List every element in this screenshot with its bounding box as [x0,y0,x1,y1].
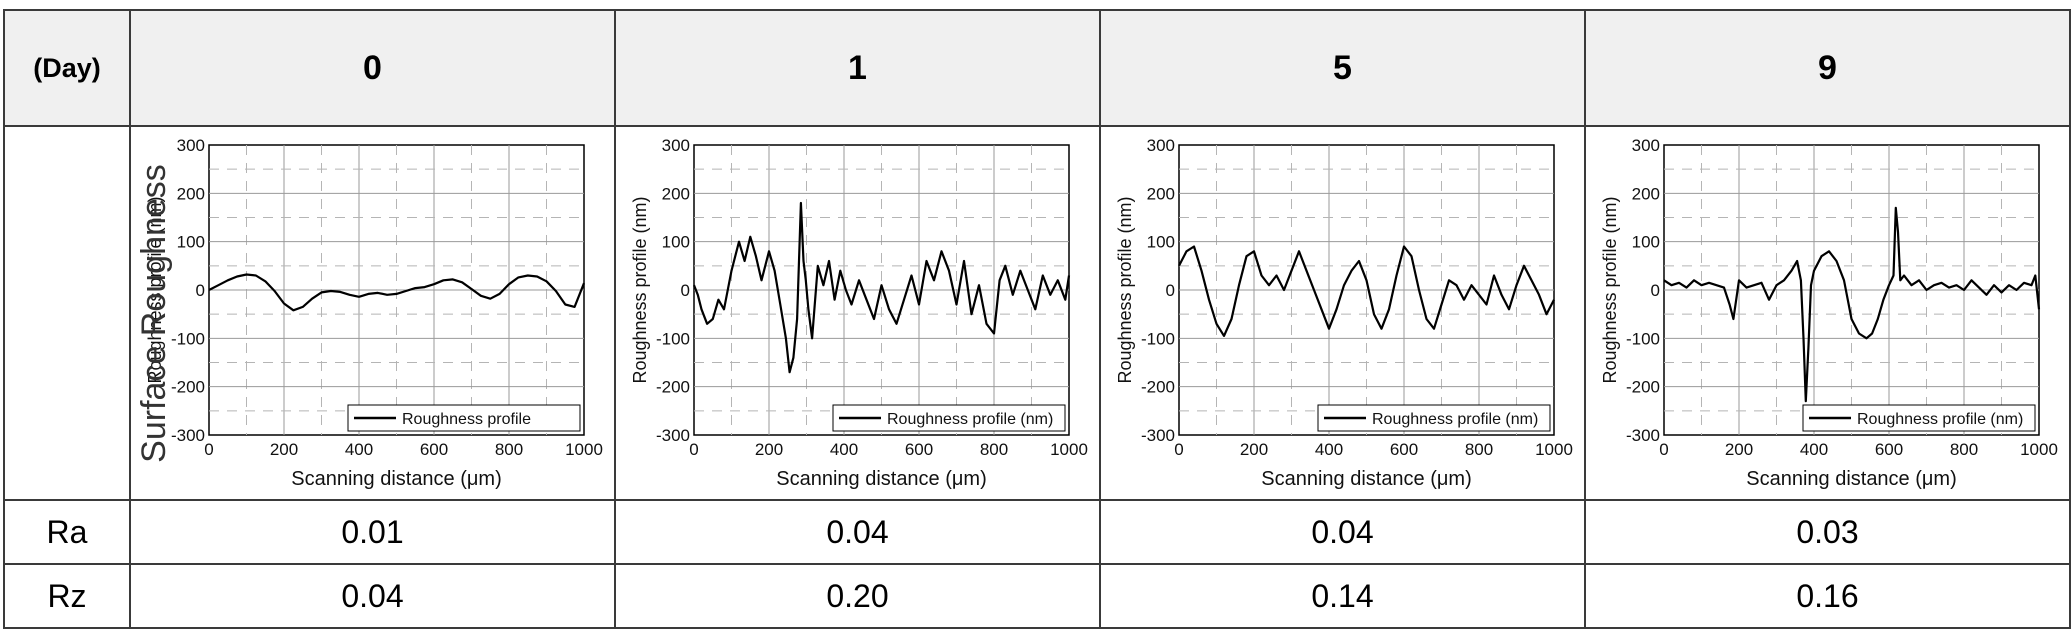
x-tick-label: 0 [1659,440,1668,459]
x-tick-label: 800 [495,440,523,459]
y-tick-label: 100 [662,233,690,252]
plot-cell-0: 0 200 400 600 800 1000 300 200 100 0 -100 -200 -300 S… [129,125,616,501]
x-tick-label: 1000 [565,440,603,459]
rz-row: Rz 0.04 0.20 0.14 0.16 [3,563,2071,629]
x-tick-label: 0 [1174,440,1183,459]
x-axis-label: Scanning distance (μm) [291,468,502,490]
x-tick-label: 600 [1875,440,1903,459]
x-tick-label: 200 [755,440,783,459]
y-axis-label: Roughness profile (nm) [145,196,165,383]
y-tick-label: 300 [662,136,690,155]
plot-cell-3: 0 200 400 600 800 1000 300 200 100 0 -100 -200 -300 S… [1584,125,2071,501]
rz-value-0: 0.04 [129,563,616,629]
y-tick-label: -300 [171,426,205,445]
x-tick-label: 400 [830,440,858,459]
ra-value-0: 0.01 [129,499,616,565]
x-tick-label: 800 [1950,440,1978,459]
plot-cell-1: 0 200 400 600 800 1000 300 200 100 0 -100 -200 -300 S… [614,125,1101,501]
x-axis-label: Scanning distance (μm) [776,468,987,490]
roughness-series-line [208,273,586,312]
y-tick-label: 300 [1147,136,1175,155]
x-tick-label: 0 [689,440,698,459]
y-tick-label: -300 [1141,426,1175,445]
legend-label: Roughness profile (nm) [1857,411,2023,428]
ra-row: Ra 0.01 0.04 0.04 0.03 [3,499,2071,565]
roughness-series-line [692,201,1071,374]
y-tick-label: -200 [171,378,205,397]
roughness-chart-3: 0 200 400 600 800 10003002001000-100-200-300S… [1600,136,2058,490]
y-tick-label: -200 [1141,378,1175,397]
ra-value-3: 0.03 [1584,499,2071,565]
y-tick-label: 200 [1147,184,1175,203]
surface-roughness-label-cell: Surface Roughness [3,125,173,501]
y-tick-label: 0 [196,281,205,300]
surface-roughness-label: Surface Roughness [134,163,173,463]
x-tick-label: 400 [1800,440,1828,459]
y-tick-label: 200 [662,184,690,203]
x-tick-label: 200 [270,440,298,459]
y-axis-label: Roughness profile (nm) [1600,196,1620,383]
y-tick-label: 0 [681,281,690,300]
day-header-1: 1 [614,9,1101,127]
x-tick-label: 200 [1725,440,1753,459]
x-tick-label: 1000 [1535,440,1573,459]
plots-row: Surface Roughness 0 200 400 600 800 1000 300 20… [3,125,2071,501]
y-tick-label: 200 [1632,184,1660,203]
y-tick-label: -300 [1626,426,1660,445]
y-tick-label: 0 [1166,281,1175,300]
y-tick-label: 200 [177,184,205,203]
rz-label: Rz [3,563,131,629]
x-tick-label: 0 [204,440,213,459]
roughness-series-line [1663,206,2041,403]
legend-label: Roughness profile [402,411,531,428]
ra-value-2: 0.04 [1099,499,1586,565]
y-tick-label: -100 [1626,329,1660,348]
y-tick-label: 100 [177,233,205,252]
y-tick-label: 300 [177,136,205,155]
y-tick-label: 100 [1632,233,1660,252]
x-tick-label: 200 [1240,440,1268,459]
x-tick-label: 800 [980,440,1008,459]
rz-value-3: 0.16 [1584,563,2071,629]
ra-value-1: 0.04 [614,499,1101,565]
x-tick-label: 600 [905,440,933,459]
roughness-series-line [1178,245,1555,337]
y-tick-label: -100 [656,329,690,348]
day-header-2: 5 [1099,9,1586,127]
x-tick-label: 400 [1315,440,1343,459]
x-tick-label: 1000 [2020,440,2058,459]
x-axis-label: Scanning distance (μm) [1261,468,1472,490]
y-tick-label: 300 [1632,136,1660,155]
y-tick-label: -200 [656,378,690,397]
y-tick-label: 100 [1147,233,1175,252]
legend-label: Roughness profile (nm) [887,411,1053,428]
day-corner-label: (Day) [3,9,131,127]
y-tick-label: 0 [1651,281,1660,300]
x-tick-label: 800 [1465,440,1493,459]
y-tick-label: -100 [171,329,205,348]
x-tick-label: 1000 [1050,440,1088,459]
ra-label: Ra [3,499,131,565]
y-axis-label: Roughness profile (nm) [630,196,650,383]
rz-value-1: 0.20 [614,563,1101,629]
y-axis-label: Roughness profile (nm) [1115,196,1135,383]
roughness-chart-0: 0 200 400 600 800 10003002001000-100-200-300S… [145,136,603,490]
x-tick-label: 400 [345,440,373,459]
legend-label: Roughness profile (nm) [1372,411,1538,428]
plot-cell-2: 0 200 400 600 800 1000 300 200 100 0 -100 -200 -300 S… [1099,125,1586,501]
roughness-chart-1: 0 200 400 600 800 10003002001000-100-200-300S… [630,136,1088,490]
rz-value-2: 0.14 [1099,563,1586,629]
y-tick-label: -300 [656,426,690,445]
roughness-chart-2: 0 200 400 600 800 10003002001000-100-200-300S… [1115,136,1573,490]
x-tick-label: 600 [1390,440,1418,459]
day-header-0: 0 [129,9,616,127]
x-axis-label: Scanning distance (μm) [1746,468,1957,490]
header-row: (Day) 0 1 5 9 [3,9,2071,127]
day-header-3: 9 [1584,9,2071,127]
roughness-table: (Day) 0 1 5 9 Surface Roughness 0 200 400 6… [3,9,2071,629]
y-tick-label: -200 [1626,378,1660,397]
y-tick-label: -100 [1141,329,1175,348]
x-tick-label: 600 [420,440,448,459]
